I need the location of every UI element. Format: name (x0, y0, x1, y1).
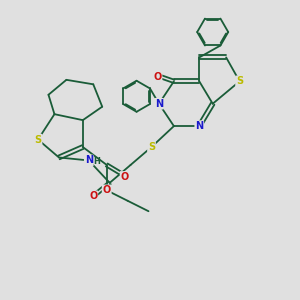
Text: S: S (148, 142, 155, 152)
Text: N: N (195, 121, 203, 131)
Text: S: S (34, 134, 42, 145)
Text: N: N (155, 99, 163, 109)
Text: S: S (236, 76, 243, 86)
Text: O: O (121, 172, 129, 182)
Text: N: N (85, 155, 93, 166)
Text: O: O (153, 72, 162, 82)
Text: H: H (93, 158, 100, 166)
Text: O: O (89, 191, 98, 201)
Text: O: O (103, 185, 111, 195)
